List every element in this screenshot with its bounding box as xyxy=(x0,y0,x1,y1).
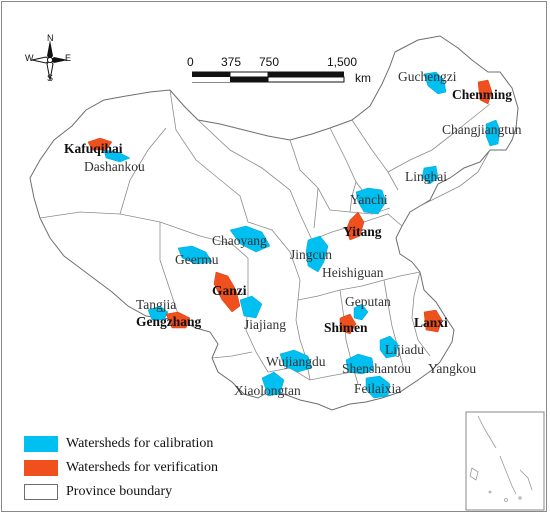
label-yangkou: Yangkou xyxy=(428,361,477,376)
scale-tick-1500: 1,500 xyxy=(327,55,358,69)
watershed-jingcun xyxy=(305,235,329,273)
watershed-feilaixia xyxy=(365,375,391,399)
watershed-chenming xyxy=(477,79,493,105)
province-boundaries xyxy=(39,89,491,385)
label-feilaixia: Feilaixia xyxy=(354,381,402,396)
east-arrow-icon xyxy=(50,57,68,63)
verification-watersheds xyxy=(87,79,493,335)
label-xiaolongtan: Xiaolongtan xyxy=(234,383,301,398)
calibration-watersheds xyxy=(103,71,501,399)
watershed-tangjia xyxy=(147,305,169,321)
label-ganzi: Ganzi xyxy=(212,283,247,298)
label-gengzhang: Gengzhang xyxy=(136,314,202,329)
legend-swatch-calibration xyxy=(24,436,58,452)
watershed-yanchi xyxy=(355,187,387,215)
label-dashankou: Dashankou xyxy=(84,159,145,174)
label-yitang: Yitang xyxy=(343,224,382,239)
label-shimen: Shimen xyxy=(324,320,368,335)
legend-label-verification: Watersheds for verification xyxy=(66,460,219,475)
watershed-linghai xyxy=(421,165,439,185)
legend-swatch-boundary xyxy=(24,484,58,500)
watershed-lijiadu xyxy=(379,335,399,359)
watershed-yitang xyxy=(345,211,365,241)
label-jingcun: Jingcun xyxy=(290,247,332,262)
legend-swatch-verification xyxy=(24,460,58,476)
watershed-shenshantou xyxy=(345,353,375,375)
watershed-gengzhang xyxy=(165,311,191,329)
scale-tick-750: 750 xyxy=(259,55,280,69)
legend-item-calibration: Watersheds for calibration xyxy=(24,434,213,454)
scale-unit: km xyxy=(355,71,371,85)
legend-item-verification: Watersheds for verification xyxy=(24,458,218,478)
watershed-dashankou xyxy=(103,149,131,163)
watershed-geermu xyxy=(177,245,213,265)
label-jiajiang: Jiajiang xyxy=(244,317,286,332)
scale-tick-375: 375 xyxy=(221,55,242,69)
inset-map-frame xyxy=(465,411,545,511)
legend-item-boundary: Province boundary xyxy=(24,482,172,502)
label-chenming: Chenming xyxy=(452,87,513,102)
compass-e: E xyxy=(65,53,72,63)
label-tangjia: Tangjia xyxy=(136,297,177,312)
label-kafuqihai: Kafuqihai xyxy=(64,141,123,156)
watershed-geputan xyxy=(353,303,369,321)
label-yanchi: Yanchi xyxy=(350,192,388,207)
watershed-ganzi xyxy=(213,271,241,313)
compass-s: S xyxy=(47,73,54,83)
watershed-xiaolongtan xyxy=(261,371,285,397)
label-shenshantou: Shenshantou xyxy=(342,361,411,376)
legend-label-boundary: Province boundary xyxy=(66,484,173,499)
label-linghai: Linghai xyxy=(405,169,447,184)
compass-rose xyxy=(31,40,68,81)
north-arrow-icon xyxy=(47,40,53,60)
scale-bar xyxy=(192,71,345,83)
watershed-shimen xyxy=(339,313,357,335)
watershed-changjiangtun xyxy=(485,119,501,147)
label-chaoyang: Chaoyang xyxy=(212,233,267,248)
watershed-guchengzi xyxy=(423,71,447,95)
watershed-jiajiang xyxy=(239,295,263,319)
label-guchengzi: Guchengzi xyxy=(398,69,457,84)
compass-w: W xyxy=(25,53,34,63)
watershed-lanxi xyxy=(423,309,443,333)
label-heishiguan: Heishiguan xyxy=(322,265,384,280)
label-lijiadu: Lijiadu xyxy=(385,342,424,357)
label-lanxi: Lanxi xyxy=(414,315,448,330)
legend-label-calibration: Watersheds for calibration xyxy=(66,436,214,451)
compass-n: N xyxy=(47,33,54,43)
label-changjiangtun: Changjiangtun xyxy=(442,122,522,137)
scale-tick-0: 0 xyxy=(187,55,194,69)
label-geermu: Geermu xyxy=(175,252,219,267)
watershed-chaoyang xyxy=(229,225,271,253)
label-wujiangdu: Wujiangdu xyxy=(266,354,326,369)
label-geputan: Geputan xyxy=(345,294,391,309)
watershed-wujiangdu xyxy=(279,349,313,373)
inset-map-islands xyxy=(469,415,533,502)
watershed-kafuqihai xyxy=(87,137,113,151)
